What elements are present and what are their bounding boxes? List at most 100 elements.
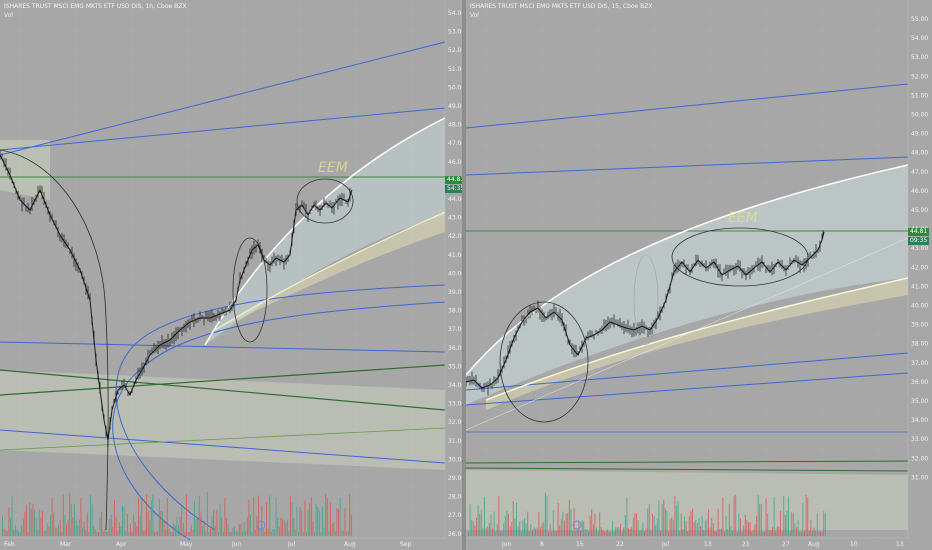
volume-bar — [333, 522, 335, 536]
volume-bar — [615, 527, 617, 536]
volume-bar — [194, 500, 195, 536]
left-time-axis[interactable]: Feb Mar Apr May Jun Jul Aug Sep — [4, 541, 412, 548]
volume-bar — [468, 531, 469, 536]
volume-bar — [128, 531, 130, 536]
volume-bar — [110, 514, 112, 536]
right-chart-panel[interactable]: EEM 55.00 54.00 53.00 52.00 51.00 50.00 49.00 4… — [466, 0, 932, 550]
volume-bar — [82, 527, 83, 536]
volume-bar — [682, 529, 684, 536]
price-axis-label: 47.00 — [911, 169, 928, 176]
time-axis-label: Jun — [501, 541, 512, 548]
left-black-arc[interactable] — [0, 149, 109, 531]
left-chart-canvas[interactable]: EEM 54.00 53.00 52.00 51.00 50.00 49.00 48.00 4… — [0, 0, 462, 550]
left-chart-panel[interactable]: EEM 54.00 53.00 52.00 51.00 50.00 49.00 48.00 4… — [0, 0, 462, 550]
volume-bar — [166, 497, 168, 536]
volume-bar — [584, 529, 586, 536]
left-price-axis-bg[interactable] — [445, 0, 462, 550]
volume-bar — [139, 515, 141, 536]
price-axis-label: 52.00 — [911, 73, 928, 80]
left-green-line-3[interactable] — [0, 427, 446, 451]
volume-bar — [59, 520, 61, 536]
right-green-line-1[interactable] — [466, 460, 909, 464]
left-vol-label[interactable]: Vol — [4, 12, 13, 19]
right-green-line-2[interactable] — [466, 467, 909, 472]
right-vol-label[interactable]: Vol — [470, 12, 479, 19]
volume-bar — [559, 525, 561, 536]
volume-bar — [189, 531, 191, 536]
volume-bar — [730, 525, 732, 536]
left-blue-line-4[interactable] — [0, 429, 446, 464]
volume-bar — [821, 531, 823, 536]
right-white-arc-upper[interactable] — [466, 164, 909, 376]
volume-bar — [728, 503, 730, 536]
panel-divider[interactable] — [462, 0, 466, 550]
right-arc-fill — [466, 165, 908, 405]
left-ellipse-2[interactable] — [296, 178, 354, 224]
volume-bar — [350, 514, 352, 536]
volume-bar — [136, 526, 138, 536]
volume-bar — [290, 495, 291, 536]
right-blue-line-3[interactable] — [466, 352, 909, 391]
volume-bar — [203, 520, 205, 536]
volume-bar — [767, 513, 769, 536]
volume-bar — [34, 509, 35, 536]
volume-bar — [805, 494, 807, 536]
right-blue-line-4[interactable] — [466, 372, 909, 406]
right-alert-icon[interactable] — [572, 520, 582, 530]
right-ellipse-3[interactable] — [633, 254, 659, 346]
left-blue-arc-1[interactable] — [115, 284, 446, 531]
volume-bar — [548, 531, 549, 536]
volume-bar — [336, 508, 338, 536]
volume-bar — [190, 524, 192, 536]
volume-bar — [8, 507, 10, 536]
volume-bar — [504, 515, 506, 536]
left-blue-line-2[interactable] — [0, 107, 446, 151]
right-price-axis-bg[interactable] — [908, 0, 932, 550]
left-blue-line-3[interactable] — [0, 341, 446, 353]
volume-bar — [331, 524, 333, 536]
volume-bar — [812, 531, 813, 536]
left-symbol-title[interactable]: ISHARES TRUST MSCI EMG MKTS ETF USD DIS,… — [4, 3, 187, 10]
right-blue-line-2[interactable] — [466, 156, 909, 176]
volume-bar — [490, 514, 492, 536]
volume-bar — [274, 529, 275, 536]
volume-bar — [749, 522, 751, 536]
price-axis-label: 55.00 — [911, 16, 928, 23]
volume-bar — [764, 531, 765, 536]
right-ellipse-1[interactable] — [499, 301, 589, 423]
volume-bar — [671, 517, 673, 536]
volume-bar — [604, 531, 605, 536]
volume-bar — [242, 531, 243, 536]
volume-bar — [170, 531, 171, 536]
volume-bar — [24, 511, 26, 536]
volume-bar — [187, 531, 189, 536]
volume-bar — [325, 493, 327, 536]
price-axis-label: 32.00 — [911, 455, 928, 462]
volume-bar — [54, 527, 56, 536]
volume-bar — [783, 495, 785, 536]
left-last-price-tag: 44.81 — [445, 176, 462, 184]
left-green-line-1[interactable] — [0, 364, 446, 396]
volume-bar — [67, 519, 69, 536]
right-legend[interactable]: ISHARES TRUST MSCI EMG MKTS ETF USD DIS,… — [470, 2, 653, 20]
right-time-axis[interactable]: Jun 8 15 22 Jul 13 21 27 Aug 10 13 — [501, 541, 904, 548]
left-green-line-2[interactable] — [0, 369, 446, 411]
left-ellipse-1[interactable] — [232, 237, 268, 343]
volume-bar — [599, 512, 601, 536]
volume-bar — [224, 497, 226, 536]
left-alert-icon[interactable] — [256, 520, 266, 530]
left-white-arc-lower[interactable] — [214, 211, 446, 331]
volume-bar — [592, 524, 594, 536]
right-blue-line-1[interactable] — [466, 83, 909, 129]
right-symbol-title[interactable]: ISHARES TRUST MSCI EMG MKTS ETF USD DIS,… — [470, 3, 653, 10]
left-price-axis[interactable]: 54.00 53.00 52.00 51.00 50.00 49.00 48.00 47.00… — [448, 10, 462, 538]
right-candles — [466, 230, 824, 396]
left-blue-line-1[interactable] — [0, 41, 446, 156]
right-white-arc-lower[interactable] — [485, 277, 909, 401]
volume-bar — [61, 531, 63, 536]
volume-bar — [192, 529, 194, 536]
right-chart-canvas[interactable]: EEM 55.00 54.00 53.00 52.00 51.00 50.00 49.00 4… — [466, 0, 932, 550]
left-legend[interactable]: ISHARES TRUST MSCI EMG MKTS ETF USD DIS,… — [4, 2, 186, 20]
volume-bar — [714, 531, 716, 536]
volume-bar — [27, 531, 29, 536]
